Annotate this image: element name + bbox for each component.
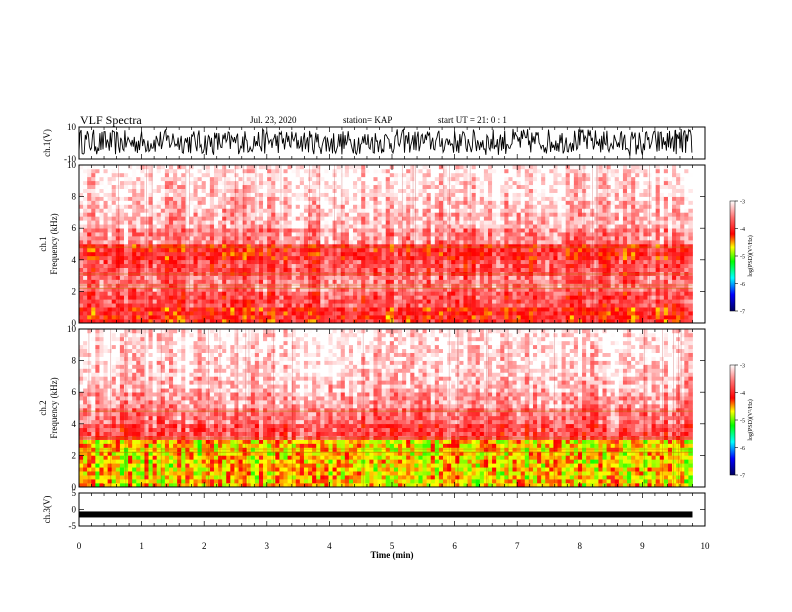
ytick-label-panel3-3: 6	[72, 387, 77, 397]
colorbar-tick-ch2-0: -3	[740, 364, 745, 370]
colorbar-tick-ch1-3: -6	[740, 282, 745, 288]
ytick-label-panel3-0: 0	[72, 482, 77, 492]
xtick-label-1: 1	[139, 541, 144, 551]
ytick-label-panel2-2: 4	[72, 255, 77, 265]
colorbar-tick-ch1-4: -7	[740, 310, 745, 316]
ylabel-frequency-2: Frequency (kHz)	[49, 377, 59, 438]
colorbar-label-ch1: log(PSD)(V²/Hz)	[747, 235, 754, 276]
ylabel-panel-1: ch.1(V)	[42, 129, 52, 157]
colorbar-tick-ch2-2: -5	[740, 419, 745, 425]
colorbar-tick-ch1-1: -4	[740, 227, 745, 233]
xtick-label-8: 8	[578, 541, 583, 551]
ytick-label-panel3-2: 4	[72, 419, 77, 429]
ytick-label-panel2-4: 8	[72, 192, 77, 202]
ytick-label-panel3-4: 8	[72, 356, 77, 366]
xtick-label-0: 0	[77, 541, 82, 551]
ytick-label-panel2-5: 10	[67, 160, 77, 170]
colorbar-tick-ch1-0: -3	[740, 200, 745, 206]
ch1-waveform-trace	[78, 127, 693, 157]
station-label: station= KAP	[343, 115, 393, 125]
ytick-label-panel2-3: 6	[72, 223, 77, 233]
xtick-label-7: 7	[515, 541, 520, 551]
xtick-label-5: 5	[390, 541, 395, 551]
date-label: Jul. 23, 2020	[250, 115, 297, 125]
ytick-label-panel3-5: 10	[67, 324, 77, 334]
colorbar-tick-ch2-4: -7	[740, 474, 745, 480]
ytick-label-panel2-0: 0	[72, 318, 77, 328]
xtick-label-4: 4	[327, 541, 332, 551]
xtick-label-10: 10	[701, 541, 711, 551]
xtick-label-2: 2	[202, 541, 207, 551]
ytick-label-panel2-1: 2	[72, 286, 77, 296]
ytick-label-panel1-1: -10	[64, 154, 76, 164]
colorbar-label-ch2: log(PSD)(V²/Hz)	[747, 399, 754, 440]
colorbar-tick-ch2-3: -6	[740, 446, 745, 452]
colorbar-ch1	[729, 200, 736, 312]
ytick-label-panel3-1: 2	[72, 450, 77, 460]
ylabel-panel-4: ch.3(V)	[42, 496, 52, 524]
colorbar-tick-ch1-2: -5	[740, 255, 745, 261]
ylabel-channel-2: ch.2	[38, 400, 48, 415]
xtick-label-3: 3	[265, 541, 270, 551]
ylabel-frequency-1: Frequency (kHz)	[49, 213, 59, 274]
colorbar-ch2	[729, 364, 736, 476]
ytick-label-panel1-0: 10	[67, 122, 77, 132]
xaxis-label: Time (min)	[370, 550, 413, 560]
colorbar-tick-ch2-1: -4	[740, 391, 745, 397]
xtick-label-9: 9	[640, 541, 645, 551]
chart-title: VLF Spectra	[80, 113, 142, 127]
start-time-label: start UT = 21: 0 : 1	[438, 115, 507, 125]
spectrogram-ch1-cells	[79, 165, 705, 324]
ytick-label-panel4-1: 0	[72, 505, 77, 515]
ytick-label-panel4-2: -5	[69, 521, 77, 531]
ch3-waveform-trace	[79, 511, 693, 518]
spectrogram-ch2-cells	[79, 329, 705, 488]
ylabel-channel-1: ch.1	[38, 236, 48, 251]
ytick-label-panel4-0: 5	[72, 488, 77, 498]
xtick-label-6: 6	[452, 541, 457, 551]
